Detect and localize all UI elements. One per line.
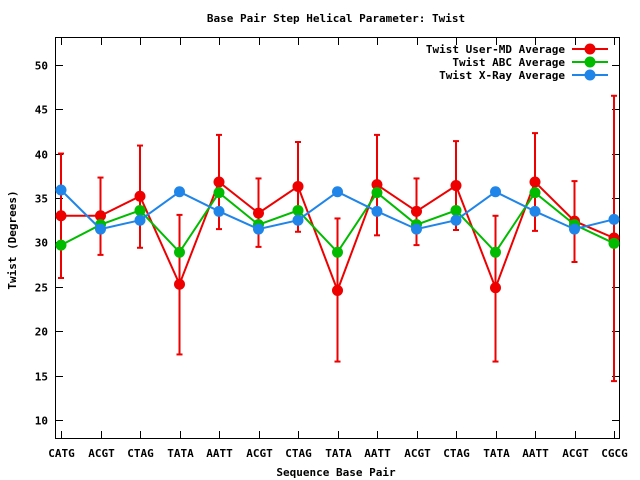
y-tick-label: 40 <box>35 149 48 162</box>
data-point <box>213 187 225 199</box>
y-axis-label: Twist (Degrees) <box>6 190 19 289</box>
data-point <box>332 284 343 296</box>
chart-title: Base Pair Step Helical Parameter: Twist <box>207 12 465 25</box>
data-point <box>608 237 620 249</box>
data-point <box>174 246 185 258</box>
x-tick-label: AATT <box>364 447 391 460</box>
legend-marker <box>584 43 596 55</box>
data-point <box>411 205 422 217</box>
data-point <box>450 214 462 226</box>
data-point <box>371 187 383 199</box>
data-point <box>253 223 264 235</box>
data-point <box>55 210 67 222</box>
legend-label: Twist User-MD Average <box>426 43 565 56</box>
series-2 <box>55 184 620 235</box>
data-point <box>55 239 67 251</box>
data-point <box>371 205 383 217</box>
y-tick-label: 35 <box>35 193 48 206</box>
x-tick-label: TATA <box>483 447 510 460</box>
x-tick-label: AATT <box>522 447 549 460</box>
x-tick-label: CTAG <box>285 447 312 460</box>
data-point <box>411 223 422 235</box>
y-tick-label: 15 <box>35 371 48 384</box>
data-point <box>213 205 225 217</box>
y-tick-label: 30 <box>35 237 48 250</box>
y-tick-label: 20 <box>35 326 48 339</box>
y-axis: 10 15 20 25 30 35 40 45 50 <box>35 60 619 428</box>
data-point <box>292 204 304 216</box>
data-point <box>95 223 106 235</box>
x-tick-label: CGCG <box>601 447 628 460</box>
series-0 <box>55 94 620 383</box>
y-tick-label: 45 <box>35 104 48 117</box>
data-point <box>490 282 501 294</box>
x-tick-label: CTAG <box>127 447 154 460</box>
data-point <box>95 210 106 222</box>
legend-marker <box>584 56 596 68</box>
data-point <box>134 214 146 226</box>
x-tick-label: TATA <box>167 447 194 460</box>
data-point <box>608 213 620 225</box>
data-point <box>529 187 541 199</box>
data-point <box>174 186 185 198</box>
x-axis: CATG ACGT CTAG TATA AATT ACGT CTAG TATA AATT ACGT… <box>48 38 628 460</box>
data-point <box>450 180 462 192</box>
y-tick-label: 50 <box>35 60 48 73</box>
data-point <box>529 205 541 217</box>
data-point <box>253 207 264 219</box>
data-point <box>134 204 146 216</box>
data-point <box>55 184 67 196</box>
y-tick-label: 25 <box>35 282 48 295</box>
data-point <box>292 180 304 192</box>
data-point <box>490 246 501 258</box>
x-tick-label: ACGT <box>404 447 431 460</box>
data-point <box>174 278 185 290</box>
data-point <box>371 179 383 191</box>
data-point <box>569 223 580 235</box>
x-tick-label: ACGT <box>246 447 273 460</box>
data-point <box>529 176 541 188</box>
data-point <box>332 186 343 198</box>
legend-label: Twist ABC Average <box>452 56 565 69</box>
x-tick-label: ACGT <box>562 447 589 460</box>
data-point <box>490 186 501 198</box>
x-axis-label: Sequence Base Pair <box>276 466 396 479</box>
data-point <box>332 246 343 258</box>
data-point <box>450 204 462 216</box>
x-tick-label: CTAG <box>443 447 470 460</box>
data-point <box>213 176 225 188</box>
legend-marker <box>584 69 596 81</box>
x-tick-label: AATT <box>206 447 233 460</box>
x-tick-label: CATG <box>48 447 75 460</box>
x-tick-label: TATA <box>325 447 352 460</box>
data-point <box>292 214 304 226</box>
series-layer <box>55 94 620 383</box>
x-tick-label: ACGT <box>88 447 115 460</box>
data-point <box>134 190 146 202</box>
legend-label: Twist X-Ray Average <box>439 69 565 82</box>
y-tick-label: 10 <box>35 415 48 428</box>
